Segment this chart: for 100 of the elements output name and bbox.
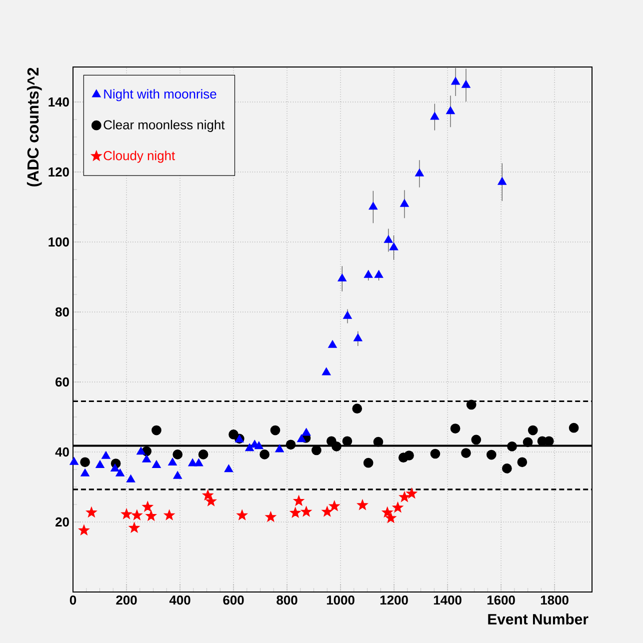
y-tick-label: 60: [56, 377, 69, 387]
point: [290, 507, 301, 518]
point: [382, 507, 393, 518]
point: [384, 235, 393, 243]
point: [430, 112, 440, 120]
point: [328, 340, 337, 348]
point: [392, 502, 403, 512]
point: [332, 441, 342, 452]
y-tick-label: 80: [55, 307, 69, 317]
point: [206, 496, 216, 506]
point: [352, 404, 362, 414]
point: [322, 368, 331, 376]
point: [152, 425, 162, 436]
point: [386, 512, 396, 523]
point: [404, 450, 414, 460]
point: [164, 510, 174, 520]
x-tick-label: 200: [116, 596, 137, 605]
point: [236, 510, 248, 520]
point: [357, 500, 368, 510]
point: [102, 451, 110, 459]
point: [142, 502, 153, 512]
x-tick-label: 1200: [380, 596, 408, 605]
legend-label: Clear moonless night: [104, 120, 225, 132]
point: [152, 460, 161, 468]
point: [462, 80, 470, 88]
point: [544, 436, 554, 446]
point: [224, 464, 234, 472]
x-tick-label: 0: [70, 596, 76, 605]
point: [343, 311, 352, 319]
y-tick-label: 120: [48, 167, 69, 177]
point: [451, 77, 460, 85]
point: [86, 507, 97, 518]
point: [294, 496, 304, 506]
point: [286, 440, 296, 450]
point: [354, 334, 362, 342]
point: [172, 450, 183, 460]
legend-label: Night with moonrise: [104, 89, 216, 102]
x-tick-label: 1800: [540, 596, 568, 605]
point: [389, 242, 398, 250]
point: [373, 436, 384, 447]
point: [110, 464, 120, 472]
point: [430, 448, 440, 459]
point: [245, 444, 254, 452]
y-tick-label: 40: [55, 447, 69, 457]
point: [254, 441, 264, 450]
point: [446, 106, 455, 114]
point: [498, 177, 506, 185]
point: [507, 441, 517, 452]
point: [522, 437, 533, 448]
point: [297, 434, 306, 442]
x-tick-label: 800: [276, 596, 298, 605]
point: [80, 468, 90, 476]
point: [568, 422, 579, 433]
point: [116, 468, 124, 476]
point: [466, 400, 476, 410]
x-axis-title: Event Number: [488, 614, 588, 624]
point: [270, 425, 280, 436]
point: [301, 506, 312, 516]
point: [188, 458, 197, 466]
y-axis-title: (ADC counts)^2: [26, 68, 42, 186]
point: [399, 492, 410, 502]
point: [70, 457, 78, 465]
point: [415, 168, 424, 176]
point: [266, 512, 276, 522]
point: [517, 457, 528, 468]
point: [338, 274, 346, 282]
point: [78, 524, 90, 535]
point: [471, 434, 482, 445]
y-tick-label: 140: [48, 97, 69, 107]
point: [342, 436, 352, 446]
point: [129, 522, 140, 532]
point: [368, 202, 378, 210]
point: [202, 490, 214, 500]
point: [275, 444, 284, 452]
point: [400, 199, 409, 207]
y-tick-label: 20: [56, 517, 69, 527]
y-tick-label: 100: [48, 237, 69, 247]
point: [363, 458, 374, 468]
point: [168, 458, 177, 466]
point: [136, 447, 146, 455]
point: [461, 448, 471, 458]
point: [450, 424, 460, 434]
point: [96, 460, 104, 468]
point: [173, 471, 182, 479]
point: [142, 454, 151, 462]
point: [502, 464, 512, 474]
point: [312, 445, 322, 456]
point: [486, 450, 496, 460]
legend-label: Cloudy night: [104, 150, 175, 163]
x-tick-label: 1600: [487, 596, 515, 605]
point: [126, 474, 136, 482]
x-tick-label: 1400: [434, 596, 462, 605]
point: [302, 428, 311, 436]
point: [364, 270, 373, 278]
point: [374, 270, 384, 278]
point: [406, 488, 417, 498]
point: [80, 457, 90, 468]
x-tick-label: 600: [223, 596, 244, 605]
point: [329, 500, 340, 511]
point: [260, 450, 270, 460]
